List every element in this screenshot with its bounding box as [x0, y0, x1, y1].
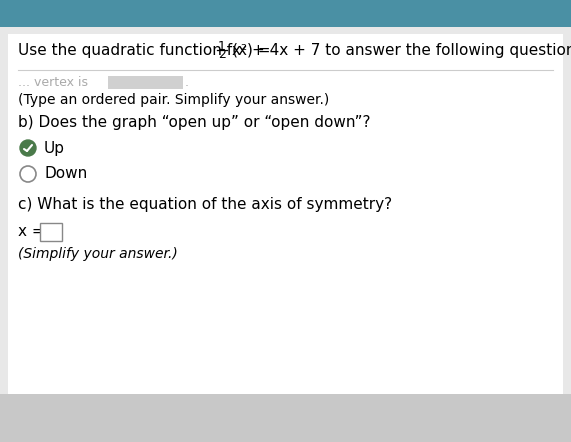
Text: Use the quadratic function f(x) =: Use the quadratic function f(x) =	[18, 42, 275, 57]
Bar	[108, 76, 183, 89]
Text: c) What is the equation of the axis of symmetry?: c) What is the equation of the axis of s…	[18, 197, 392, 212]
Text: 1: 1	[218, 39, 226, 53]
Text: ... vertex is: ... vertex is	[18, 76, 88, 88]
Bar	[8, 34, 563, 394]
Text: 2: 2	[218, 47, 226, 61]
Text: b) Does the graph “open up” or “open down”?: b) Does the graph “open up” or “open dow…	[18, 114, 371, 130]
Text: Up: Up	[44, 141, 65, 156]
Text: x² + 4x + 7 to answer the following questions.: x² + 4x + 7 to answer the following ques…	[232, 42, 571, 57]
Text: x =: x =	[18, 225, 45, 240]
Bar	[0, 394, 571, 442]
Circle shape	[20, 166, 36, 182]
Text: Down: Down	[44, 167, 87, 182]
Text: (Simplify your answer.): (Simplify your answer.)	[18, 247, 178, 261]
Text: .: .	[185, 76, 189, 88]
Bar	[0, 0, 571, 27]
Circle shape	[20, 140, 36, 156]
Text: (Type an ordered pair. Simplify your answer.): (Type an ordered pair. Simplify your ans…	[18, 93, 329, 107]
Bar	[40, 223, 62, 241]
